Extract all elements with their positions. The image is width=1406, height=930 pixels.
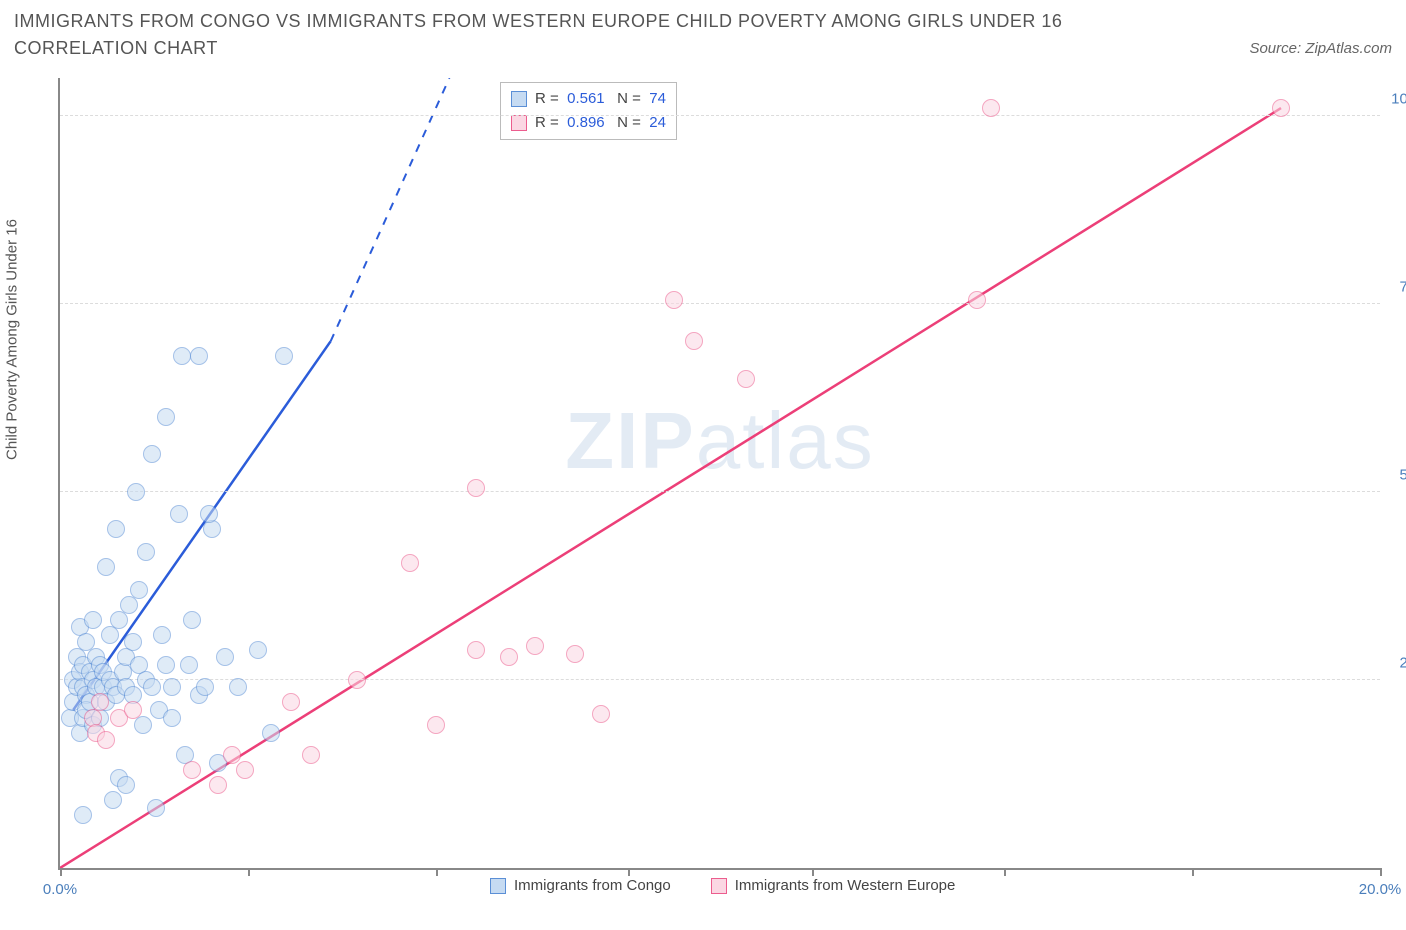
gridline-h: [60, 303, 1380, 304]
scatter-point-weu: [467, 641, 485, 659]
scatter-point-weu: [97, 731, 115, 749]
scatter-point-weu: [348, 671, 366, 689]
x-tick: [628, 868, 630, 876]
scatter-point-congo: [127, 483, 145, 501]
gridline-h: [60, 491, 1380, 492]
x-tick: [812, 868, 814, 876]
scatter-point-congo: [120, 596, 138, 614]
trend-line-weu: [60, 108, 1281, 868]
trend-lines-layer: [60, 78, 1380, 868]
source-attribution: Source: ZipAtlas.com: [1249, 40, 1392, 57]
scatter-point-congo: [157, 408, 175, 426]
y-tick-label: 25.0%: [1399, 654, 1406, 671]
y-tick-label: 75.0%: [1399, 278, 1406, 295]
scatter-point-congo: [130, 581, 148, 599]
scatter-point-congo: [173, 347, 191, 365]
scatter-point-congo: [101, 626, 119, 644]
scatter-point-congo: [137, 543, 155, 561]
scatter-point-weu: [427, 716, 445, 734]
scatter-point-congo: [163, 678, 181, 696]
x-tick-label: 20.0%: [1359, 881, 1402, 898]
scatter-point-weu: [526, 637, 544, 655]
scatter-point-congo: [157, 656, 175, 674]
scatter-point-congo: [190, 347, 208, 365]
series-legend: Immigrants from Congo Immigrants from Wes…: [490, 877, 955, 894]
scatter-point-congo: [84, 611, 102, 629]
legend-item: Immigrants from Western Europe: [711, 877, 956, 894]
scatter-point-congo: [196, 678, 214, 696]
scatter-point-congo: [153, 626, 171, 644]
scatter-point-congo: [249, 641, 267, 659]
scatter-point-congo: [163, 709, 181, 727]
scatter-point-congo: [104, 791, 122, 809]
scatter-point-congo: [74, 806, 92, 824]
scatter-point-weu: [500, 648, 518, 666]
watermark: ZIPatlas: [565, 395, 874, 487]
legend-swatch: [511, 115, 527, 131]
gridline-h: [60, 679, 1380, 680]
correlation-legend: R = 0.561 N = 74R = 0.896 N = 24: [500, 82, 677, 140]
legend-swatch: [711, 878, 727, 894]
x-tick: [60, 868, 62, 876]
scatter-point-congo: [229, 678, 247, 696]
legend-swatch: [490, 878, 506, 894]
gridline-h: [60, 115, 1380, 116]
scatter-point-congo: [134, 716, 152, 734]
scatter-point-weu: [209, 776, 227, 794]
scatter-point-congo: [97, 558, 115, 576]
chart-title: IMMIGRANTS FROM CONGO VS IMMIGRANTS FROM…: [14, 8, 1164, 62]
scatter-point-weu: [401, 554, 419, 572]
scatter-point-congo: [107, 520, 125, 538]
scatter-point-weu: [592, 705, 610, 723]
scatter-point-weu: [282, 693, 300, 711]
scatter-point-congo: [180, 656, 198, 674]
y-tick-label: 100.0%: [1391, 90, 1406, 107]
scatter-point-congo: [147, 799, 165, 817]
scatter-point-weu: [302, 746, 320, 764]
x-tick: [1380, 868, 1382, 876]
scatter-point-weu: [968, 291, 986, 309]
scatter-point-congo: [143, 445, 161, 463]
scatter-point-congo: [216, 648, 234, 666]
scatter-point-weu: [467, 479, 485, 497]
scatter-point-congo: [117, 776, 135, 794]
scatter-chart: ZIPatlas R = 0.561 N = 74R = 0.896 N = 2…: [58, 78, 1380, 870]
y-tick-label: 50.0%: [1399, 466, 1406, 483]
scatter-point-weu: [982, 99, 1000, 117]
scatter-point-weu: [685, 332, 703, 350]
x-tick-label: 0.0%: [43, 881, 77, 898]
legend-label: Immigrants from Western Europe: [735, 877, 956, 894]
scatter-point-congo: [143, 678, 161, 696]
legend-label: Immigrants from Congo: [514, 877, 671, 894]
scatter-point-weu: [236, 761, 254, 779]
scatter-point-congo: [124, 633, 142, 651]
scatter-point-weu: [91, 693, 109, 711]
scatter-point-weu: [1272, 99, 1290, 117]
scatter-point-weu: [223, 746, 241, 764]
x-tick: [1192, 868, 1194, 876]
scatter-point-weu: [183, 761, 201, 779]
legend-stat-row: R = 0.561 N = 74: [511, 87, 666, 111]
scatter-point-congo: [262, 724, 280, 742]
scatter-point-weu: [737, 370, 755, 388]
scatter-point-congo: [110, 611, 128, 629]
scatter-point-weu: [665, 291, 683, 309]
x-tick: [248, 868, 250, 876]
scatter-point-weu: [566, 645, 584, 663]
y-axis-label: Child Poverty Among Girls Under 16: [4, 219, 21, 460]
x-tick: [436, 868, 438, 876]
legend-swatch: [511, 91, 527, 107]
scatter-point-congo: [200, 505, 218, 523]
scatter-point-weu: [124, 701, 142, 719]
scatter-point-congo: [170, 505, 188, 523]
scatter-point-congo: [183, 611, 201, 629]
x-tick: [1004, 868, 1006, 876]
scatter-point-congo: [275, 347, 293, 365]
legend-item: Immigrants from Congo: [490, 877, 671, 894]
